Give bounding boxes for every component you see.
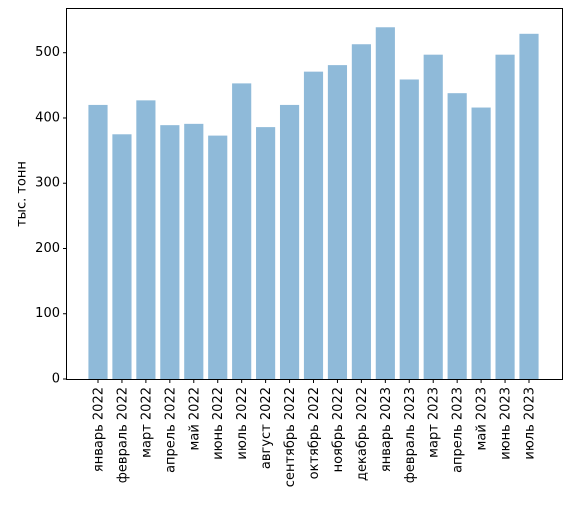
x-tick-label: февраль 2022	[115, 387, 130, 483]
bar-0	[88, 104, 108, 380]
bar-17	[495, 54, 515, 380]
x-tick-label: февраль 2023	[403, 387, 418, 483]
bar-18	[519, 33, 539, 380]
x-tick-label: октябрь 2022	[307, 387, 322, 479]
x-tick-label: ноябрь 2022	[331, 387, 346, 472]
bar-10	[327, 65, 348, 380]
y-tick-label: 200	[35, 241, 60, 256]
x-tick-label: апрель 2022	[163, 387, 178, 473]
x-tick-label: май 2022	[187, 387, 202, 450]
bar-4	[184, 123, 204, 379]
x-tick-label: июнь 2022	[211, 387, 226, 460]
x-tick-label: январь 2022	[92, 387, 107, 472]
y-axis-label: тыс. тонн	[15, 161, 30, 227]
bar-6	[232, 83, 252, 379]
bar-3	[160, 125, 180, 379]
x-tick-label: январь 2023	[379, 387, 394, 472]
y-tick-label: 0	[52, 372, 60, 387]
y-tick-label: 300	[35, 176, 60, 191]
x-tick-label: июнь 2023	[499, 387, 514, 460]
x-tick-label: май 2023	[475, 387, 490, 450]
bar-8	[279, 104, 300, 380]
x-tick-label: декабрь 2022	[355, 387, 370, 481]
y-axis-ticks: 0 100 200 300 400 500	[35, 45, 67, 387]
bar-9	[303, 71, 324, 380]
x-tick-label: сентябрь 2022	[283, 387, 298, 487]
y-tick-label: 400	[35, 110, 60, 125]
bar-5	[208, 135, 228, 379]
x-tick-label: март 2022	[139, 387, 154, 458]
x-tick-label: апрель 2023	[451, 387, 466, 473]
bar-2	[136, 100, 156, 380]
bar-1	[112, 134, 132, 379]
bar-16	[471, 107, 491, 379]
bar-15	[447, 93, 467, 380]
x-tick-label: июль 2022	[235, 387, 250, 460]
x-tick-label: июль 2023	[523, 387, 538, 460]
x-axis-ticks: январь 2022 февраль 2022 март 2022 апрель 2…	[92, 379, 538, 487]
x-tick-label: март 2023	[427, 387, 442, 458]
y-tick-label: 500	[35, 45, 60, 60]
bar-11	[351, 44, 371, 380]
bar-13	[399, 79, 419, 379]
bar-7	[256, 127, 276, 379]
bar-12	[375, 27, 395, 380]
bar-14	[423, 54, 443, 380]
bars-group	[88, 27, 539, 380]
y-tick-label: 100	[35, 306, 60, 321]
x-tick-label: август 2022	[259, 387, 274, 469]
plot-frame	[66, 8, 563, 380]
